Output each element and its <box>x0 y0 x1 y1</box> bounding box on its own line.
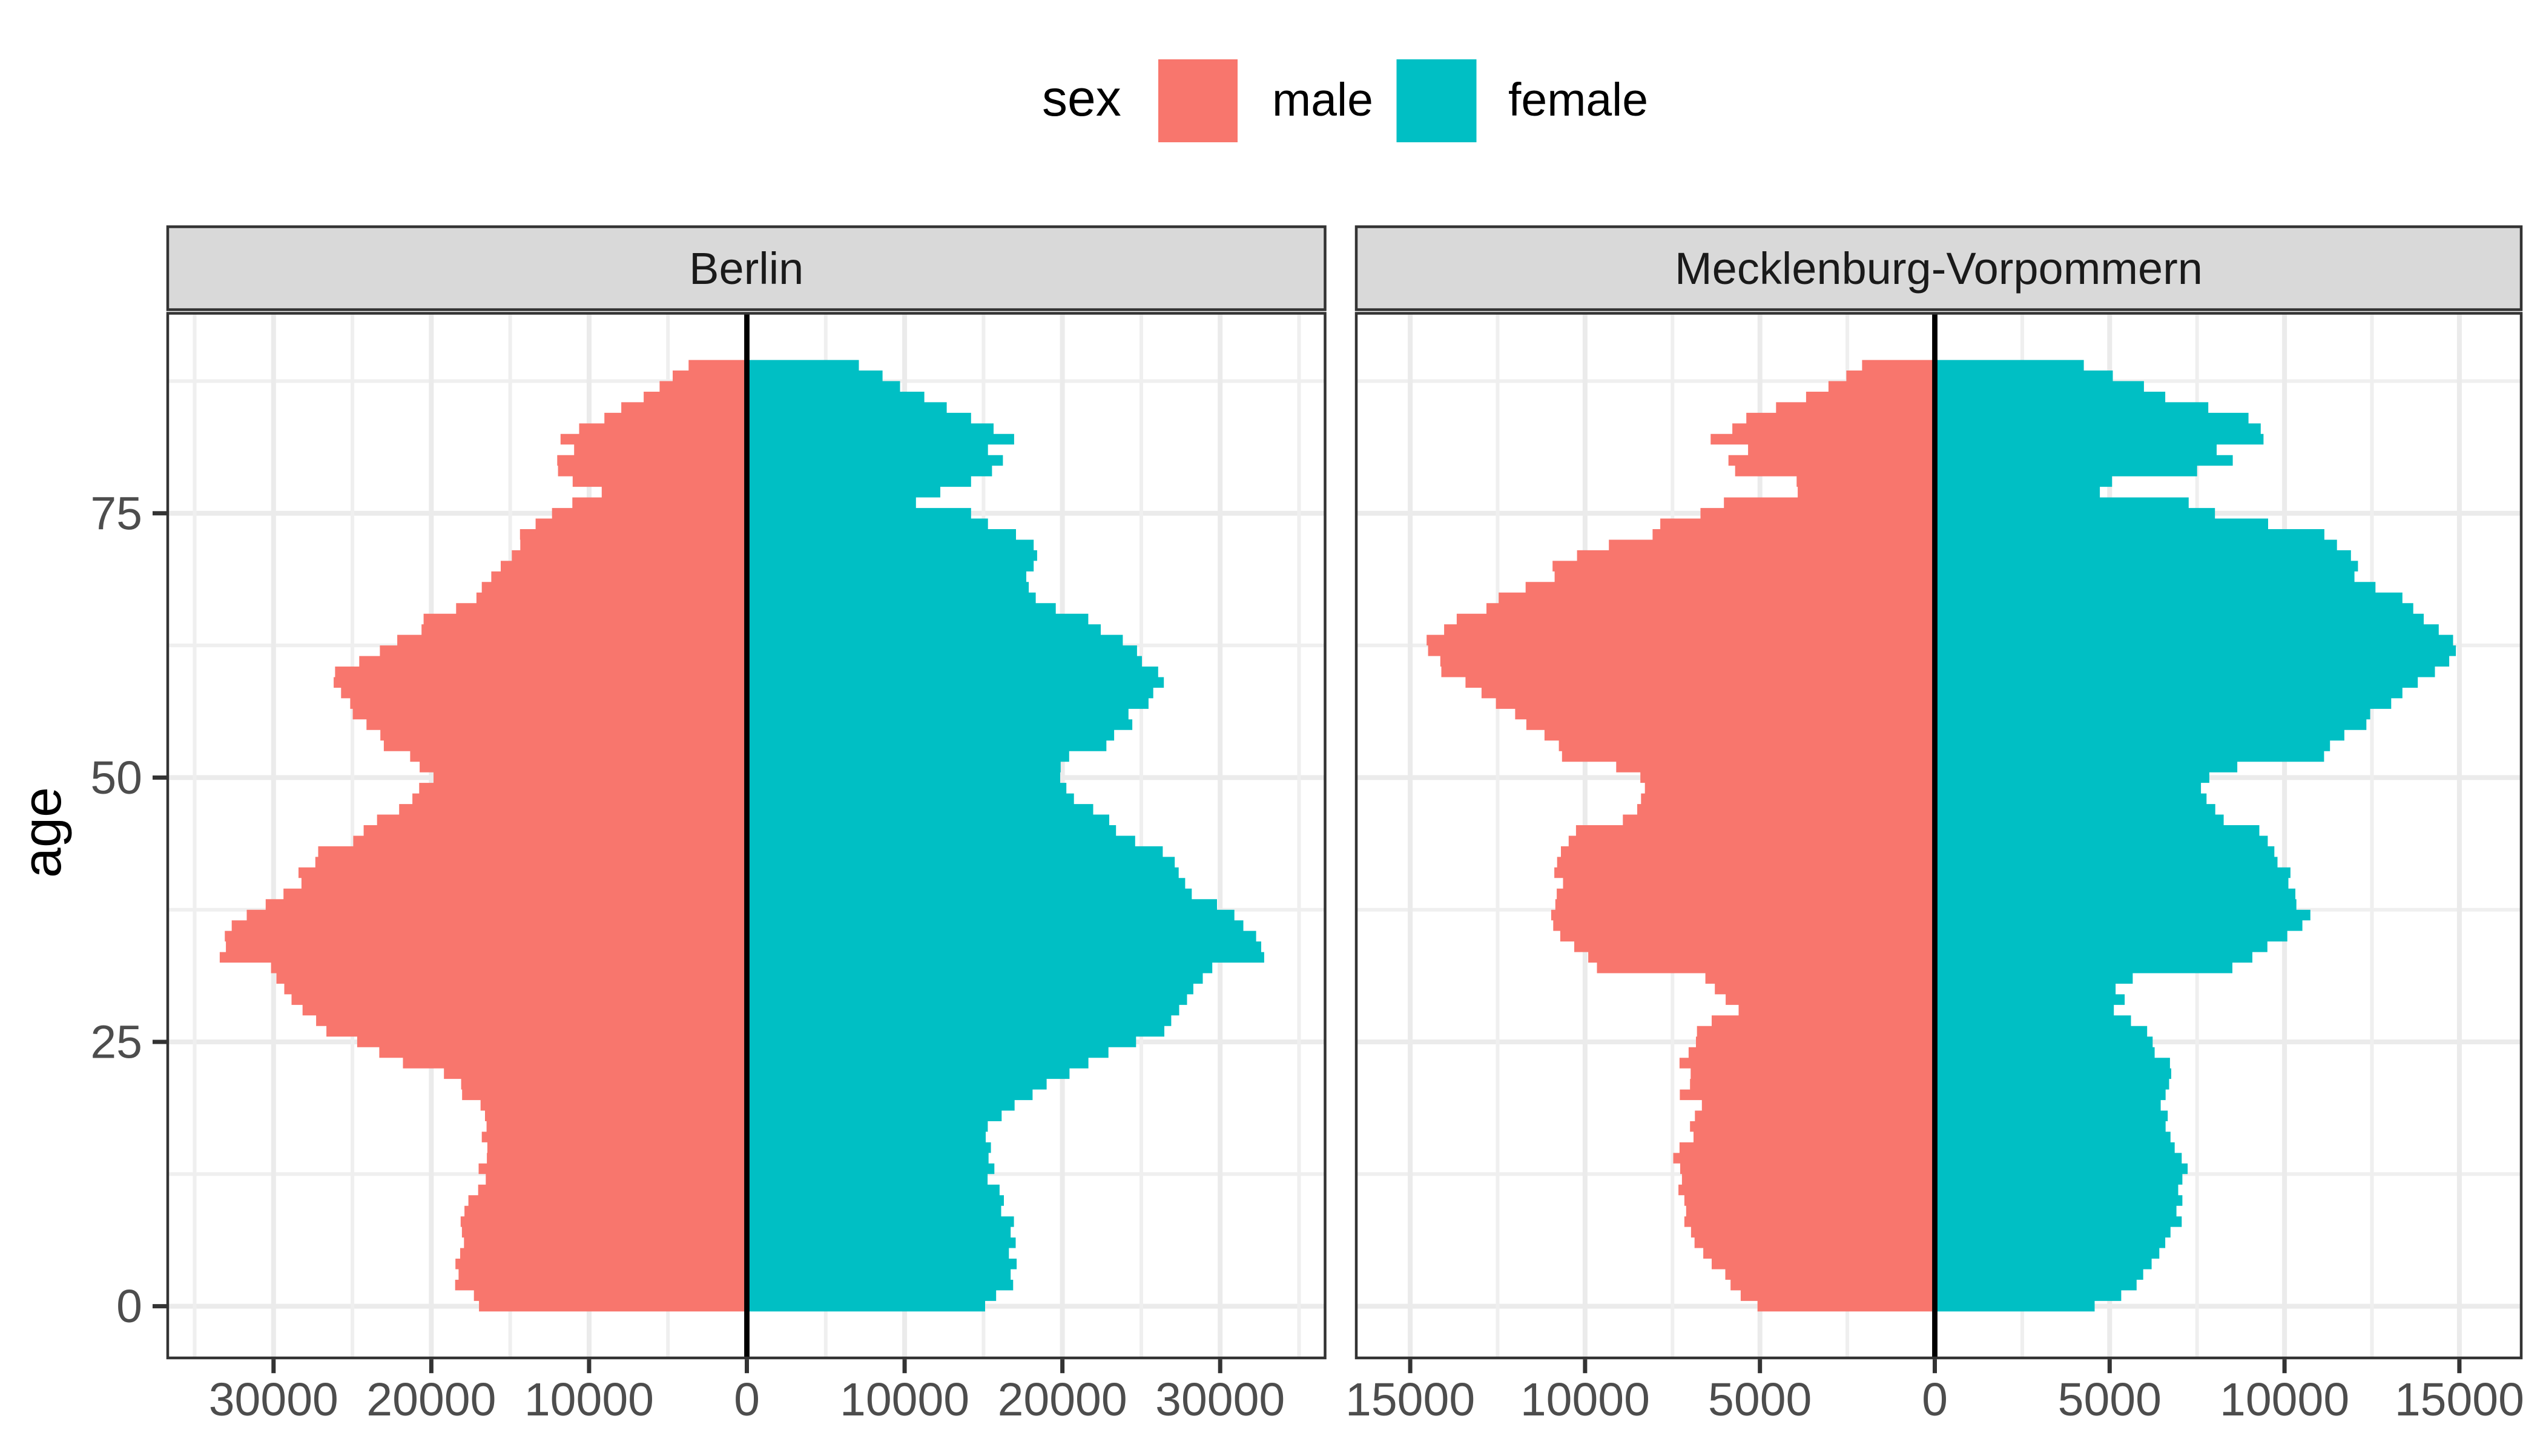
svg-text:Mecklenburg-Vorpommern: Mecklenburg-Vorpommern <box>1675 243 2203 294</box>
svg-text:30000: 30000 <box>1155 1374 1285 1426</box>
svg-text:Berlin: Berlin <box>689 243 803 294</box>
svg-text:5000: 5000 <box>2058 1374 2162 1426</box>
svg-text:75: 75 <box>90 487 142 539</box>
svg-text:0: 0 <box>734 1374 760 1426</box>
svg-text:15000: 15000 <box>1345 1374 1475 1426</box>
svg-text:30000: 30000 <box>209 1374 338 1426</box>
svg-text:male: male <box>1272 74 1373 126</box>
svg-text:0: 0 <box>1922 1374 1948 1426</box>
svg-text:10000: 10000 <box>2220 1374 2349 1426</box>
svg-text:sex: sex <box>1042 70 1121 127</box>
svg-text:10000: 10000 <box>1520 1374 1650 1426</box>
svg-text:20000: 20000 <box>366 1374 496 1426</box>
svg-text:5000: 5000 <box>1708 1374 1812 1426</box>
svg-text:female: female <box>1508 74 1648 126</box>
svg-text:15000: 15000 <box>2395 1374 2524 1426</box>
svg-text:50: 50 <box>90 752 142 804</box>
svg-text:25: 25 <box>90 1016 142 1069</box>
svg-text:10000: 10000 <box>840 1374 969 1426</box>
svg-text:10000: 10000 <box>524 1374 654 1426</box>
svg-text:20000: 20000 <box>998 1374 1127 1426</box>
svg-text:age: age <box>12 787 73 878</box>
svg-text:0: 0 <box>116 1280 142 1332</box>
